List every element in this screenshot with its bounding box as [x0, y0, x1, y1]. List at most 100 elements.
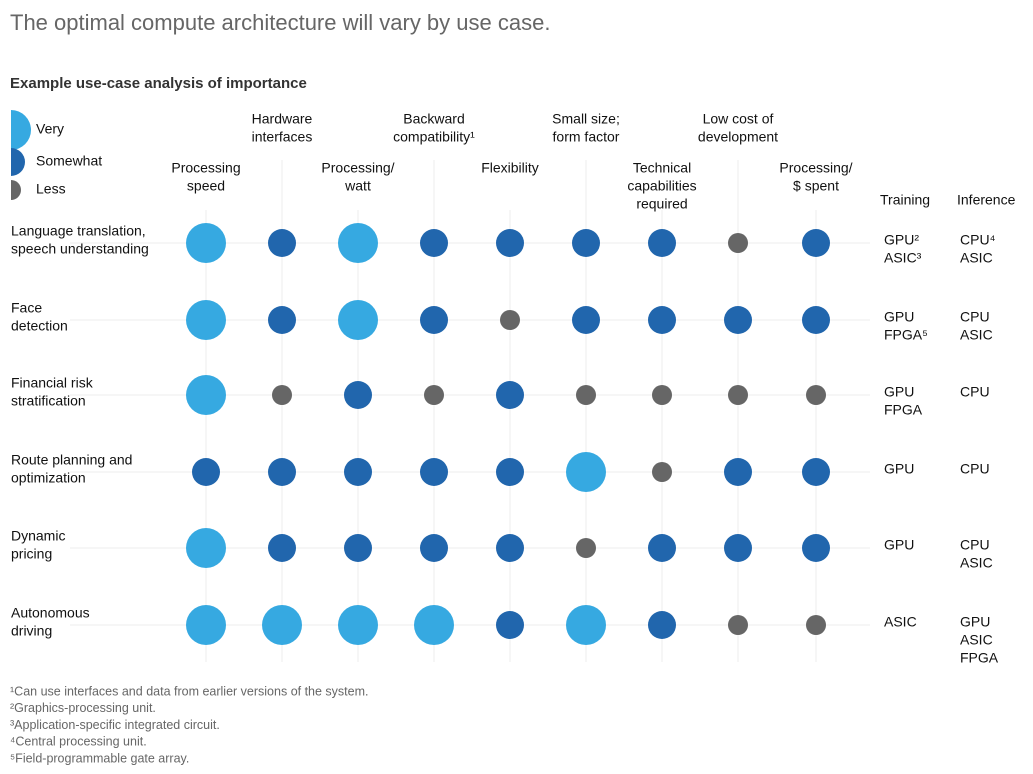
footnote: ⁴Central processing unit.: [10, 735, 147, 749]
column-header: Technical: [633, 160, 691, 176]
row-label: Face: [11, 300, 42, 316]
column-header: speed: [187, 178, 225, 194]
column-header: form factor: [553, 129, 620, 145]
importance-dot: [728, 233, 748, 253]
row-label: driving: [11, 623, 52, 639]
inference-item: GPU: [960, 614, 990, 630]
importance-dot: [724, 534, 752, 562]
row-label: Language translation,: [11, 223, 146, 239]
importance-dot: [496, 611, 524, 639]
inference-item: CPU: [960, 309, 990, 325]
training-item: FPGA: [884, 402, 923, 418]
importance-dot: [652, 462, 672, 482]
importance-dot: [424, 385, 444, 405]
legend-swatch: [11, 110, 31, 150]
importance-dot: [186, 300, 226, 340]
column-header: Low cost of: [703, 111, 774, 127]
importance-dot: [268, 458, 296, 486]
importance-dot: [496, 534, 524, 562]
importance-dot: [648, 229, 676, 257]
legend-swatch: [11, 148, 25, 176]
row-label: detection: [11, 318, 68, 334]
legend-label: Less: [36, 181, 66, 197]
importance-dot: [268, 229, 296, 257]
training-item: GPU: [884, 461, 914, 477]
importance-dot: [186, 605, 226, 645]
importance-dot: [576, 538, 596, 558]
column-header: Backward: [403, 111, 464, 127]
importance-dot: [802, 458, 830, 486]
subtitle: Example use-case analysis of importance: [10, 75, 307, 92]
importance-dot: [420, 458, 448, 486]
column-header: Hardware: [252, 111, 313, 127]
importance-dot: [652, 385, 672, 405]
importance-dot: [420, 229, 448, 257]
row-label: optimization: [11, 470, 86, 486]
row-label: Financial risk: [11, 375, 94, 391]
importance-dot: [272, 385, 292, 405]
legend-label: Somewhat: [36, 153, 102, 169]
importance-dot: [420, 534, 448, 562]
training-header: Training: [880, 192, 930, 208]
column-header: Processing: [171, 160, 240, 176]
importance-dot: [344, 458, 372, 486]
column-header: compatibility¹: [393, 129, 475, 145]
row-label: pricing: [11, 546, 52, 562]
legend-label: Very: [36, 121, 64, 137]
importance-dot: [724, 306, 752, 334]
importance-dot: [186, 223, 226, 263]
importance-dot: [268, 534, 296, 562]
importance-dot: [344, 534, 372, 562]
training-item: GPU: [884, 309, 914, 325]
importance-dot: [572, 306, 600, 334]
training-item: GPU²: [884, 232, 919, 248]
training-item: GPU: [884, 537, 914, 553]
footnote: ⁵Field-programmable gate array.: [10, 751, 189, 765]
importance-dot: [500, 310, 520, 330]
importance-dot: [802, 306, 830, 334]
inference-header: Inference: [957, 192, 1016, 208]
importance-dot: [496, 229, 524, 257]
importance-dot: [338, 300, 378, 340]
importance-dot: [344, 381, 372, 409]
importance-dot: [186, 375, 226, 415]
importance-dot: [648, 611, 676, 639]
column-header: interfaces: [252, 129, 313, 145]
column-header: watt: [344, 178, 371, 194]
importance-dot: [648, 306, 676, 334]
inference-item: ASIC: [960, 250, 993, 266]
inference-item: ASIC: [960, 555, 993, 571]
row-label: speech understanding: [11, 241, 149, 257]
importance-dot: [268, 306, 296, 334]
legend-swatch: [11, 180, 21, 200]
inference-item: CPU: [960, 461, 990, 477]
importance-dot: [576, 385, 596, 405]
column-header: Small size;: [552, 111, 620, 127]
importance-dot: [728, 615, 748, 635]
importance-dot: [496, 381, 524, 409]
importance-dot: [420, 306, 448, 334]
importance-dot: [806, 615, 826, 635]
column-header: Flexibility: [481, 160, 539, 176]
importance-dot: [186, 528, 226, 568]
importance-dot: [724, 458, 752, 486]
row-label: Dynamic: [11, 528, 65, 544]
importance-dot: [802, 229, 830, 257]
column-header: $ spent: [793, 178, 839, 194]
column-header: Processing/: [779, 160, 852, 176]
footnote: ¹Can use interfaces and data from earlie…: [10, 684, 369, 698]
importance-dot: [802, 534, 830, 562]
importance-dot: [728, 385, 748, 405]
importance-dot: [496, 458, 524, 486]
row-label: stratification: [11, 393, 86, 409]
footnote: ²Graphics-processing unit.: [10, 701, 156, 715]
importance-dot: [648, 534, 676, 562]
training-item: ASIC: [884, 614, 917, 630]
inference-item: CPU⁴: [960, 232, 996, 248]
column-header: required: [636, 196, 687, 212]
importance-dot: [566, 605, 606, 645]
inference-item: ASIC: [960, 327, 993, 343]
column-header: development: [698, 129, 778, 145]
training-item: GPU: [884, 384, 914, 400]
